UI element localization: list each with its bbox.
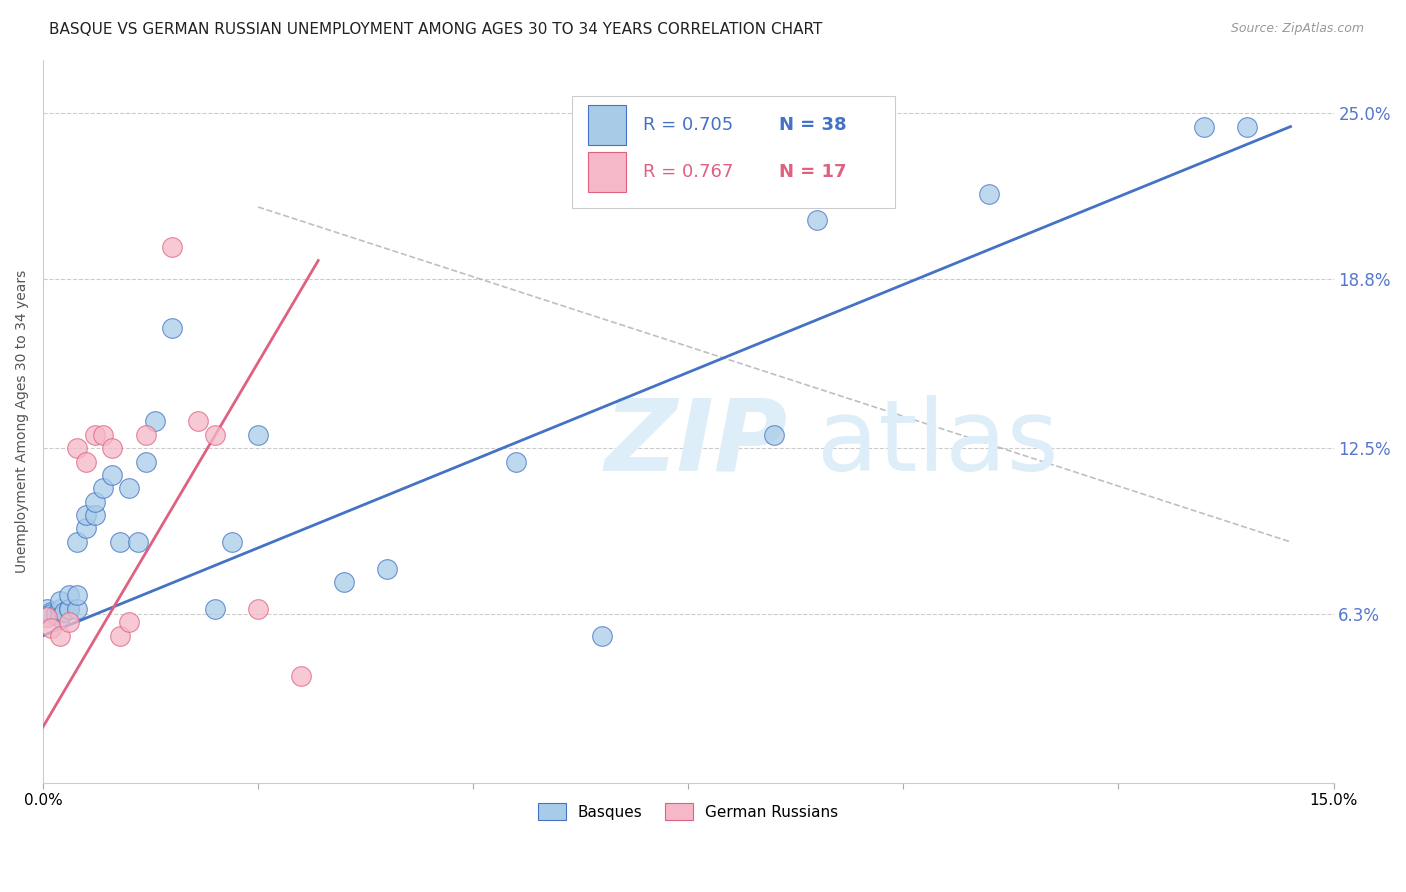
Point: [58, 589, 80, 603]
Point: [91, 481, 114, 495]
Text: BASQUE VS GERMAN RUSSIAN UNEMPLOYMENT AMONG AGES 30 TO 34 YEARS CORRELATION CHAR: BASQUE VS GERMAN RUSSIAN UNEMPLOYMENT AM…: [49, 22, 823, 37]
Point: [49, 610, 72, 624]
Point: [83, 508, 105, 522]
Point: [160, 320, 183, 334]
Point: [41, 607, 63, 622]
Point: [333, 575, 356, 590]
Text: N = 38: N = 38: [779, 116, 846, 134]
Point: [127, 535, 149, 549]
Point: [49, 629, 72, 643]
Point: [806, 213, 828, 227]
FancyBboxPatch shape: [588, 105, 626, 145]
Point: [58, 615, 80, 630]
Point: [110, 535, 132, 549]
Point: [37, 602, 59, 616]
Point: [91, 427, 114, 442]
Point: [66, 535, 89, 549]
Point: [41, 621, 63, 635]
Point: [100, 467, 122, 482]
Point: [135, 454, 157, 468]
Point: [221, 535, 243, 549]
Point: [290, 669, 312, 683]
Point: [1236, 120, 1258, 134]
Point: [187, 414, 209, 428]
Point: [505, 454, 527, 468]
Point: [75, 454, 97, 468]
Point: [110, 629, 132, 643]
Point: [1194, 120, 1216, 134]
Text: Source: ZipAtlas.com: Source: ZipAtlas.com: [1230, 22, 1364, 36]
Point: [66, 441, 89, 455]
Point: [49, 594, 72, 608]
Legend: Basques, German Russians: Basques, German Russians: [531, 797, 845, 826]
Point: [41, 605, 63, 619]
Point: [75, 508, 97, 522]
Point: [204, 602, 226, 616]
Point: [763, 427, 786, 442]
Point: [246, 427, 269, 442]
Point: [83, 494, 105, 508]
Text: N = 17: N = 17: [779, 162, 846, 181]
Point: [53, 605, 76, 619]
Point: [160, 240, 183, 254]
Point: [66, 602, 89, 616]
Text: atlas: atlas: [817, 394, 1059, 491]
Point: [58, 602, 80, 616]
Point: [591, 629, 613, 643]
Point: [118, 615, 141, 630]
Point: [118, 481, 141, 495]
FancyBboxPatch shape: [572, 95, 894, 208]
Point: [75, 521, 97, 535]
Point: [246, 602, 269, 616]
Text: R = 0.767: R = 0.767: [643, 162, 734, 181]
Point: [979, 186, 1001, 201]
Point: [45, 607, 67, 622]
Point: [66, 589, 89, 603]
Point: [49, 602, 72, 616]
FancyBboxPatch shape: [588, 152, 626, 192]
Point: [37, 610, 59, 624]
Text: R = 0.705: R = 0.705: [643, 116, 734, 134]
Point: [143, 414, 166, 428]
Y-axis label: Unemployment Among Ages 30 to 34 years: Unemployment Among Ages 30 to 34 years: [15, 269, 30, 573]
Text: ZIP: ZIP: [605, 394, 787, 491]
Point: [83, 427, 105, 442]
Point: [135, 427, 157, 442]
Point: [100, 441, 122, 455]
Point: [375, 562, 398, 576]
Point: [58, 602, 80, 616]
Point: [204, 427, 226, 442]
